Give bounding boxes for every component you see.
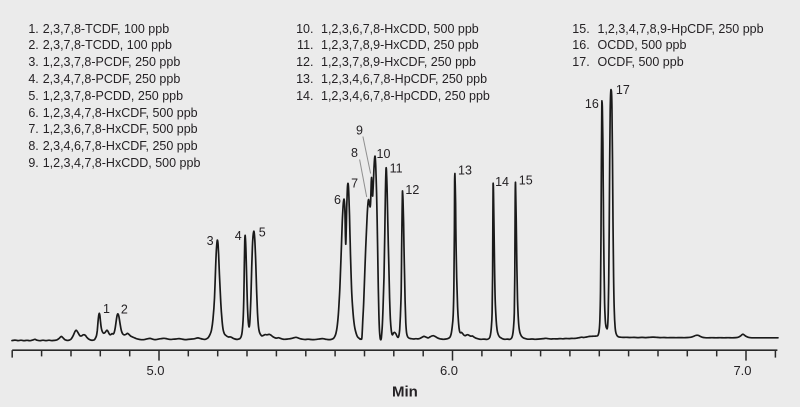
- svg-text:3: 3: [207, 234, 214, 248]
- svg-text:Min: Min: [392, 383, 418, 400]
- svg-text:2: 2: [121, 303, 128, 317]
- svg-text:13: 13: [458, 163, 472, 177]
- svg-text:6: 6: [334, 193, 341, 207]
- svg-text:11: 11: [390, 162, 403, 176]
- svg-text:5: 5: [259, 225, 266, 239]
- svg-text:9: 9: [356, 124, 363, 138]
- svg-text:1: 1: [103, 302, 110, 316]
- svg-text:5.0: 5.0: [146, 363, 164, 378]
- svg-text:12: 12: [405, 183, 419, 197]
- svg-text:10: 10: [377, 147, 391, 161]
- svg-text:14: 14: [495, 175, 509, 189]
- svg-text:8: 8: [351, 146, 358, 160]
- svg-text:7.0: 7.0: [733, 363, 751, 378]
- svg-text:4: 4: [235, 229, 242, 243]
- svg-text:6.0: 6.0: [440, 363, 458, 378]
- svg-text:17: 17: [616, 83, 630, 97]
- svg-text:7: 7: [351, 177, 358, 191]
- svg-text:15: 15: [519, 174, 533, 188]
- svg-text:16: 16: [585, 97, 599, 111]
